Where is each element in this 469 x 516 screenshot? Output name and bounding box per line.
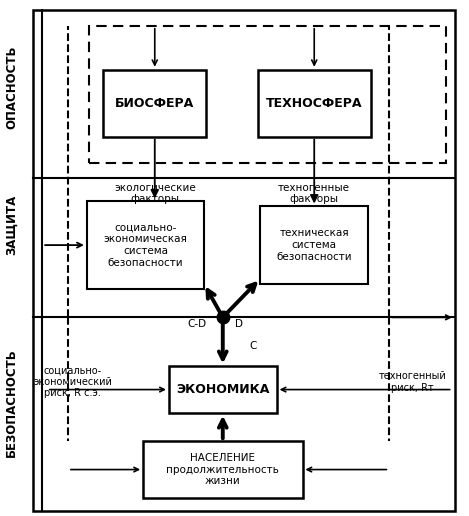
Bar: [87, 201, 204, 289]
Text: БЕЗОПАСНОСТЬ: БЕЗОПАСНОСТЬ: [5, 348, 18, 457]
Text: БИОСФЕРА: БИОСФЕРА: [115, 96, 194, 110]
Text: техногенный
риск, Rт: техногенный риск, Rт: [379, 371, 446, 393]
Bar: [103, 70, 206, 137]
Text: ЗАЩИТА: ЗАЩИТА: [5, 195, 18, 254]
Text: НАСЕЛЕНИЕ
продолжительность
жизни: НАСЕЛЕНИЕ продолжительность жизни: [166, 453, 279, 486]
Text: социально-
экономическая
система
безопасности: социально- экономическая система безопас…: [104, 223, 187, 267]
Text: D: D: [235, 318, 243, 329]
Bar: [169, 366, 277, 413]
Text: техногенные
факторы: техногенные факторы: [278, 183, 350, 204]
Bar: [258, 70, 371, 137]
Text: ЭКОНОМИКА: ЭКОНОМИКА: [176, 383, 270, 396]
Bar: [143, 441, 303, 498]
Bar: [260, 206, 368, 284]
Text: ТЕХНОСФЕРА: ТЕХНОСФЕРА: [266, 96, 363, 110]
Bar: [89, 26, 446, 163]
Text: социально-
экономический
риск, R с.э.: социально- экономический риск, R с.э.: [33, 365, 112, 398]
Text: экологические
факторы: экологические факторы: [114, 183, 196, 204]
Text: техническая
система
безопасности: техническая система безопасности: [276, 229, 352, 262]
Text: C: C: [250, 341, 257, 351]
Text: C-D: C-D: [188, 318, 206, 329]
Text: ОПАСНОСТЬ: ОПАСНОСТЬ: [5, 46, 18, 130]
